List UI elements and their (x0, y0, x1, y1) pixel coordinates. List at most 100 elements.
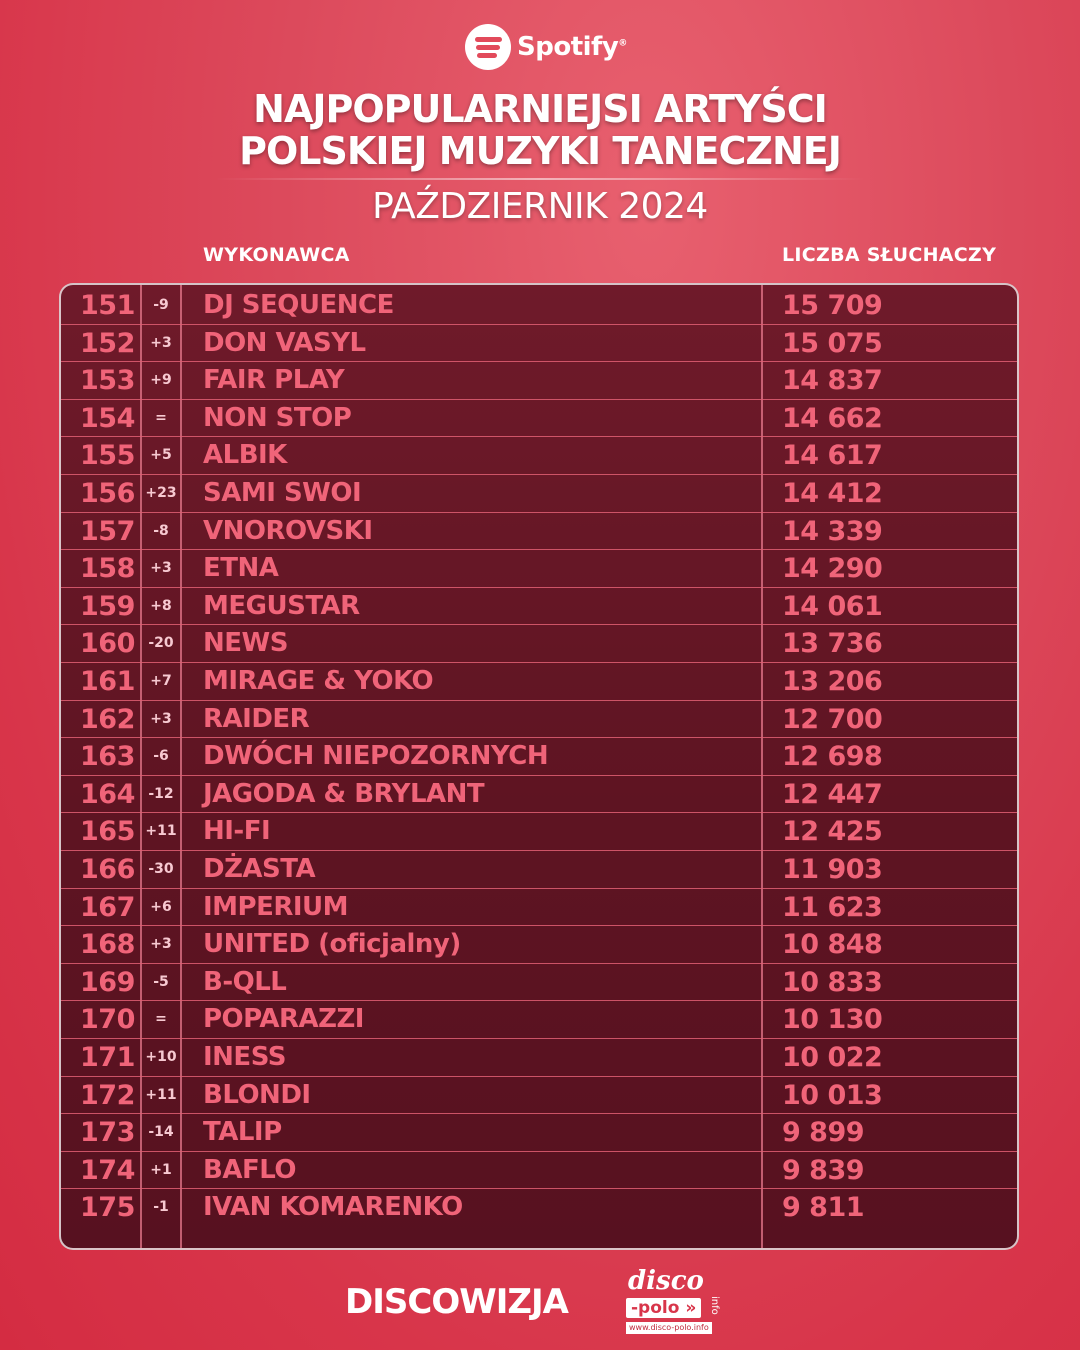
rank-cell: 161 (80, 666, 135, 697)
rank-cell: 163 (80, 741, 135, 773)
change-cell: +8 (150, 597, 172, 614)
listeners-cell: 12 425 (782, 816, 883, 848)
spotify-icon (465, 24, 511, 70)
listeners-cell: 9 899 (782, 1117, 865, 1149)
change-cell: = (155, 1011, 167, 1028)
listeners-cell: 12 698 (782, 741, 883, 773)
change-cell: +11 (145, 1086, 177, 1103)
disco-polo-logo-polo: -polo » (626, 1298, 702, 1318)
listeners-cell: 14 837 (782, 365, 883, 397)
spotify-wordmark: Spotify® (517, 32, 627, 62)
artist-name-cell: RAIDER (203, 703, 310, 734)
rank-cell: 159 (80, 590, 135, 622)
rank-cell: 164 (80, 778, 135, 810)
listeners-cell: 12 447 (782, 778, 883, 810)
change-cell: +11 (145, 823, 177, 840)
listeners-cell: 10 013 (782, 1079, 883, 1111)
table-row: 164 -12 JAGODA & BRYLANT 12 447 (61, 776, 1017, 814)
table-row: 155 +5 ALBIK 14 617 (61, 437, 1017, 475)
change-cell: +3 (150, 560, 172, 577)
artist-name-cell: NEWS (203, 628, 288, 659)
table-row: 171 +10 INESS 10 022 (61, 1039, 1017, 1077)
column-header-artist: WYKONAWCA (203, 244, 350, 266)
listeners-cell: 15 075 (782, 327, 883, 359)
table-row: 160 -20 NEWS 13 736 (61, 625, 1017, 663)
artist-name-cell: POPARAZZI (203, 1004, 364, 1035)
artist-name-cell: DON VASYL (203, 327, 366, 358)
listeners-cell: 10 848 (782, 929, 883, 961)
table-row: 170 = POPARAZZI 10 130 (61, 1001, 1017, 1039)
ranking-table: 151 -9 DJ SEQUENCE 15 709 152 +3 DON VASYL 15 0… (59, 283, 1019, 1250)
artist-name-cell: ETNA (203, 553, 279, 584)
listeners-cell: 9 811 (782, 1192, 865, 1224)
change-cell: +5 (150, 447, 172, 464)
change-cell: -14 (148, 1124, 174, 1141)
column-divider (140, 285, 142, 1248)
artist-name-cell: DJ SEQUENCE (203, 290, 394, 320)
disco-polo-logo-info: info (709, 1296, 720, 1315)
rank-cell: 152 (80, 327, 135, 359)
column-divider (761, 285, 763, 1248)
table-row: 152 +3 DON VASYL 15 075 (61, 325, 1017, 363)
rank-cell: 169 (80, 966, 135, 998)
rank-cell: 162 (80, 703, 135, 735)
artist-name-cell: IMPERIUM (203, 891, 349, 922)
rank-cell: 170 (80, 1004, 135, 1036)
table-row: 165 +11 HI-FI 12 425 (61, 813, 1017, 851)
change-cell: +7 (150, 673, 172, 689)
listeners-cell: 14 061 (782, 590, 883, 622)
artist-name-cell: NON STOP (203, 402, 352, 433)
change-cell: +23 (145, 485, 177, 501)
table-row: 173 -14 TALIP 9 899 (61, 1114, 1017, 1152)
artist-name-cell: SAMI SWOI (203, 478, 362, 508)
spotify-logo: Spotify® (465, 24, 627, 70)
rank-cell: 165 (80, 816, 135, 848)
artist-name-cell: VNOROVSKI (203, 515, 373, 546)
rank-cell: 158 (80, 553, 135, 585)
rank-cell: 160 (80, 628, 135, 660)
table-row: 156 +23 SAMI SWOI 14 412 (61, 475, 1017, 513)
artist-name-cell: MEGUSTAR (203, 590, 360, 621)
rank-cell: 175 (80, 1192, 135, 1224)
listeners-cell: 13 736 (782, 628, 883, 660)
artist-name-cell: FAIR PLAY (203, 365, 345, 396)
change-cell: +9 (150, 372, 172, 389)
rank-cell: 155 (80, 440, 135, 472)
table-row: 172 +11 BLONDI 10 013 (61, 1077, 1017, 1115)
listeners-cell: 14 662 (782, 402, 883, 434)
change-cell: -9 (153, 297, 169, 313)
change-cell: -8 (153, 522, 169, 539)
column-header-listeners: LICZBA SŁUCHACZY (782, 244, 997, 266)
change-cell: -6 (153, 748, 169, 765)
artist-name-cell: B-QLL (203, 966, 287, 997)
table-row: 168 +3 UNITED (oficjalny) 10 848 (61, 926, 1017, 964)
table-row: 151 -9 DJ SEQUENCE 15 709 (61, 287, 1017, 325)
change-cell: -5 (153, 973, 169, 990)
change-cell: -12 (148, 785, 174, 802)
page-title: NAJPOPULARNIEJSI ARTYŚCI POLSKIEJ MUZYKI… (0, 88, 1080, 172)
listeners-cell: 14 412 (782, 478, 883, 509)
table-row: 154 = NON STOP 14 662 (61, 400, 1017, 438)
artist-name-cell: DWÓCH NIEPOZORNYCH (203, 741, 549, 772)
change-cell: +6 (150, 898, 172, 915)
table-row: 158 +3 ETNA 14 290 (61, 550, 1017, 588)
change-cell: +1 (150, 1161, 172, 1178)
table-row: 157 -8 VNOROVSKI 14 339 (61, 513, 1017, 551)
title-line-1: NAJPOPULARNIEJSI ARTYŚCI (253, 87, 828, 131)
listeners-cell: 12 700 (782, 703, 883, 735)
change-cell: +3 (150, 710, 172, 727)
artist-name-cell: TALIP (203, 1117, 282, 1148)
title-divider (215, 178, 865, 180)
listeners-cell: 15 709 (782, 290, 883, 321)
change-cell: +3 (150, 936, 172, 953)
rank-cell: 173 (80, 1117, 135, 1149)
table-row: 159 +8 MEGUSTAR 14 061 (61, 588, 1017, 626)
rank-cell: 168 (80, 929, 135, 961)
rank-cell: 151 (80, 290, 135, 321)
artist-name-cell: INESS (203, 1042, 286, 1072)
change-cell: = (155, 409, 167, 426)
artist-name-cell: DŻASTA (203, 854, 316, 884)
artist-name-cell: IVAN KOMARENKO (203, 1192, 463, 1223)
artist-name-cell: ALBIK (203, 440, 287, 471)
artist-name-cell: UNITED (oficjalny) (203, 929, 461, 960)
